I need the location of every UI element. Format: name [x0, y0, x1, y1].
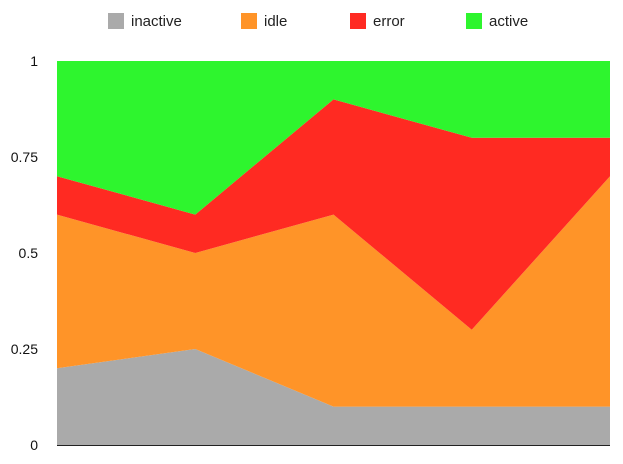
area-error: [57, 99, 610, 330]
legend-swatch: [241, 13, 257, 29]
legend-label: idle: [264, 13, 287, 30]
plot-area: [57, 61, 610, 445]
y-tick-label: 0.25: [11, 341, 38, 357]
area-inactive: [57, 349, 610, 445]
legend-item-error[interactable]: error: [350, 13, 405, 30]
legend-label: inactive: [131, 13, 182, 30]
y-tick-label: 0: [30, 437, 38, 453]
legend-swatch: [466, 13, 482, 29]
area-active: [57, 61, 610, 215]
axes: 0 0.25 0.5 0.75 1: [11, 53, 610, 453]
y-tick-label: 0.75: [11, 149, 38, 165]
area-idle: [57, 176, 610, 407]
legend-label: error: [373, 13, 405, 30]
legend-item-idle[interactable]: idle: [241, 13, 287, 30]
legend-swatch: [108, 13, 124, 29]
legend: inactive idle error active: [108, 13, 528, 30]
y-tick-label: 1: [30, 53, 38, 69]
legend-item-active[interactable]: active: [466, 13, 528, 30]
y-tick-label: 0.5: [19, 245, 39, 261]
legend-swatch: [350, 13, 366, 29]
legend-item-inactive[interactable]: inactive: [108, 13, 182, 30]
legend-label: active: [489, 13, 528, 30]
